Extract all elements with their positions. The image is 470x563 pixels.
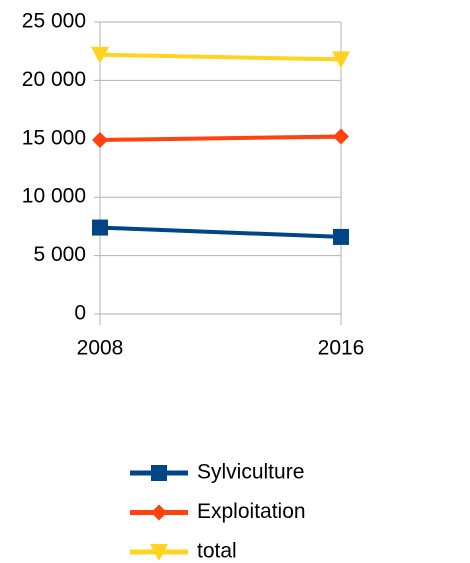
legend-marker	[151, 465, 167, 481]
legend-marker	[150, 544, 168, 561]
legend-label: Sylviculture	[197, 461, 304, 484]
data-point	[91, 46, 109, 64]
data-point	[333, 128, 349, 145]
data-point	[92, 131, 108, 148]
data-point	[332, 51, 350, 69]
series-line	[99, 134, 342, 142]
y-tick-label: 5 000	[33, 243, 86, 266]
legend-label: Exploitation	[197, 500, 306, 523]
x-tick-label: 2016	[318, 337, 365, 360]
data-point	[92, 219, 108, 236]
series-line	[99, 225, 342, 239]
series-line	[99, 52, 342, 62]
x-tick-label: 2008	[77, 337, 124, 360]
legend-label: total	[197, 540, 237, 563]
y-tick-label: 20 000	[22, 68, 86, 91]
data-point	[333, 228, 349, 245]
y-tick-label: 0	[74, 302, 86, 325]
legend-marker	[151, 504, 167, 521]
y-tick-label: 25 000	[22, 10, 86, 33]
y-tick-label: 10 000	[22, 185, 86, 208]
y-tick-label: 15 000	[22, 126, 86, 149]
